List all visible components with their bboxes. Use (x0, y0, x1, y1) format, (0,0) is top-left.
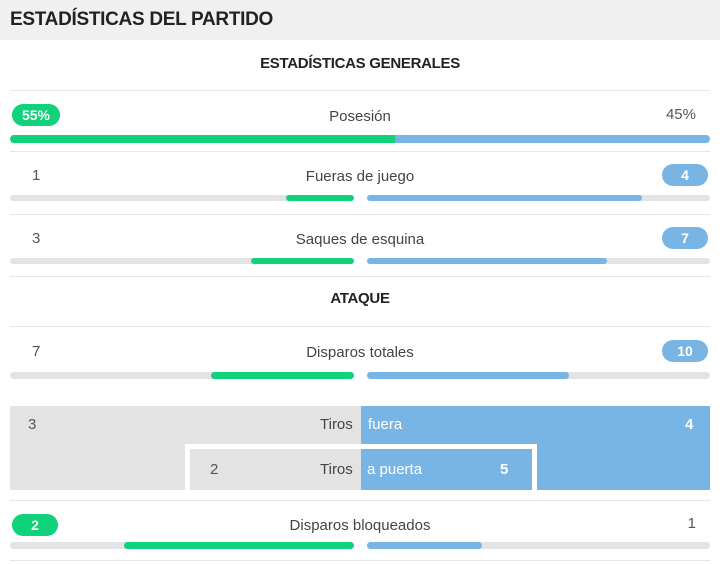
away-corners-bar (367, 258, 607, 264)
divider (10, 326, 710, 327)
blocked-shots-label: Disparos bloqueados (289, 517, 431, 534)
offsides-label: Fueras de juego (305, 168, 415, 185)
possession-label: Posesión (329, 108, 391, 125)
corners-label: Saques de esquina (295, 231, 425, 248)
home-possession-badge: 55% (12, 104, 60, 126)
home-shots-on-area (190, 449, 361, 490)
page-header: ESTADÍSTICAS DEL PARTIDO (0, 0, 720, 40)
shots-on-target-box: 2 Tiros a puerta 5 (185, 444, 537, 490)
away-total-shots-badge: 10 (662, 340, 708, 362)
home-corners-value: 3 (32, 230, 41, 247)
home-offsides-value: 1 (32, 167, 41, 184)
away-blocked-shots-track (367, 542, 710, 549)
section-title-general: ESTADÍSTICAS GENERALES (260, 55, 460, 72)
divider (10, 90, 710, 91)
match-stats-panel: ESTADÍSTICAS GENERALES 55% Posesión 45% … (0, 40, 720, 564)
divider (10, 276, 710, 277)
shots-on-label-prefix: Tiros (320, 461, 353, 478)
away-shots-on-area (361, 449, 532, 490)
home-shots-off-value: 3 (28, 416, 37, 433)
home-shots-on-value: 2 (210, 461, 219, 478)
home-possession-bar (10, 135, 395, 143)
away-shots-on-value: 5 (500, 461, 509, 478)
home-total-shots-bar (211, 372, 354, 379)
away-offsides-bar (367, 195, 642, 201)
section-title-attack: ATAQUE (330, 290, 390, 307)
away-possession-value: 45% (665, 106, 696, 123)
divider (10, 560, 710, 561)
shots-breakdown: 3 Tiros fuera 4 2 Tiros a puerta 5 (10, 406, 710, 490)
home-corners-bar (251, 258, 354, 264)
shots-off-label-prefix: Tiros (320, 416, 353, 433)
home-corners-track (10, 258, 354, 264)
away-total-shots-bar (367, 372, 569, 379)
away-possession-bar (395, 135, 710, 143)
away-blocked-shots-value: 1 (687, 515, 696, 532)
total-shots-label: Disparos totales (306, 344, 414, 361)
shots-off-label-suffix: fuera (368, 416, 403, 433)
home-offsides-track (10, 195, 354, 201)
home-total-shots-track (10, 372, 354, 379)
divider (10, 500, 710, 501)
page-title: ESTADÍSTICAS DEL PARTIDO (10, 9, 274, 30)
home-total-shots-value: 7 (32, 343, 41, 360)
home-blocked-shots-badge: 2 (12, 514, 58, 536)
away-shots-off-value: 4 (685, 416, 694, 433)
divider (10, 151, 710, 152)
home-offsides-bar (286, 195, 354, 201)
away-blocked-shots-bar (367, 542, 482, 549)
away-corners-badge: 7 (662, 227, 708, 249)
home-blocked-shots-bar (124, 542, 354, 549)
shots-on-label-suffix: a puerta (367, 461, 423, 478)
divider (10, 214, 710, 215)
away-offsides-badge: 4 (662, 164, 708, 186)
